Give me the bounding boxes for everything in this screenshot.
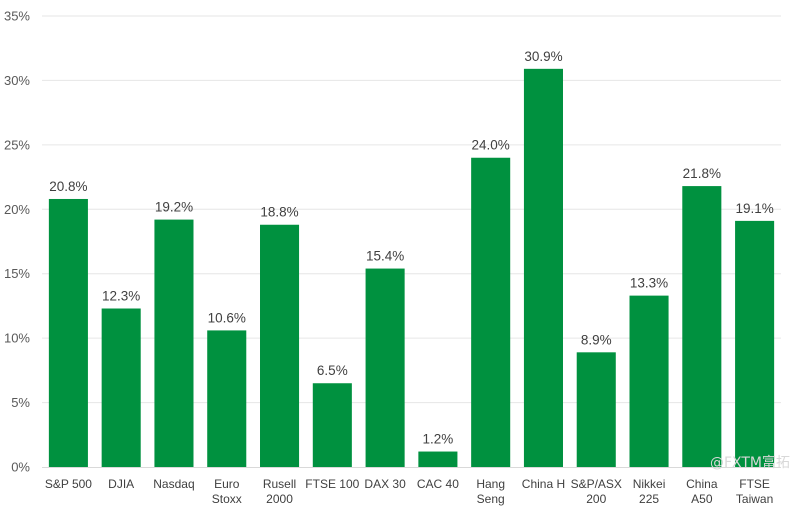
category-label: Nikkei (633, 477, 666, 491)
category-label: 2000 (266, 492, 293, 506)
bar (260, 224, 300, 467)
category-label: China H (522, 477, 565, 491)
category-label: Euro (214, 477, 240, 491)
data-label: 10.6% (208, 310, 246, 325)
category-label: 200 (586, 492, 606, 506)
bar (735, 220, 775, 467)
data-label: 18.8% (260, 205, 298, 220)
y-tick-label: 30% (4, 73, 30, 88)
category-label: DAX 30 (364, 477, 406, 491)
bar (312, 383, 352, 467)
category-label: DJIA (108, 477, 134, 491)
y-tick-label: 15% (4, 266, 30, 281)
data-label: 20.8% (49, 179, 87, 194)
bar (629, 295, 669, 467)
bar (365, 268, 405, 467)
category-label: FTSE (739, 477, 770, 491)
data-label: 19.1% (735, 201, 773, 216)
bar (48, 198, 88, 467)
y-axis: 0% 5% 10% 15% 20% 25% 30% 35% (4, 9, 30, 475)
y-tick-label: 35% (4, 9, 30, 24)
data-label: 12.3% (102, 289, 140, 304)
data-label: 1.2% (423, 432, 454, 447)
category-label: Taiwan (736, 492, 773, 506)
data-labels: 20.8% 12.3% 19.2% 10.6% 18.8% 6.5% 15.4% 1.2% 24… (49, 49, 773, 447)
bar (682, 186, 722, 467)
category-label: Stoxx (212, 492, 242, 506)
bar (418, 451, 458, 467)
bar (101, 308, 141, 467)
y-tick-label: 10% (4, 331, 30, 346)
y-tick-label: 25% (4, 137, 30, 152)
category-label: S&P/ASX (571, 477, 622, 491)
category-label: China (686, 477, 718, 491)
category-label: Hang (476, 477, 505, 491)
bar (576, 352, 616, 467)
category-label: Nasdaq (153, 477, 194, 491)
data-label: 30.9% (524, 49, 562, 64)
y-tick-label: 20% (4, 202, 30, 217)
data-label: 24.0% (472, 138, 510, 153)
category-label: Rusell (263, 477, 296, 491)
bar (471, 157, 511, 467)
category-label: S&P 500 (45, 477, 92, 491)
bar (154, 219, 194, 467)
category-label: Seng (477, 492, 505, 506)
data-label: 19.2% (155, 200, 193, 215)
data-label: 13.3% (630, 276, 668, 291)
bar (523, 68, 563, 468)
bar (207, 330, 247, 467)
watermark: @FXTM富拓 (709, 455, 790, 471)
data-label: 6.5% (317, 363, 348, 378)
category-label: 225 (639, 492, 659, 506)
category-label: A50 (691, 492, 713, 506)
bars (48, 68, 775, 468)
data-label: 15.4% (366, 249, 404, 264)
data-label: 21.8% (683, 166, 721, 181)
category-label: FTSE 100 (305, 477, 359, 491)
gridlines (42, 15, 781, 404)
y-tick-label: 5% (11, 395, 30, 410)
data-label: 8.9% (581, 332, 612, 347)
category-label: CAC 40 (417, 477, 459, 491)
y-tick-label: 0% (11, 460, 30, 475)
